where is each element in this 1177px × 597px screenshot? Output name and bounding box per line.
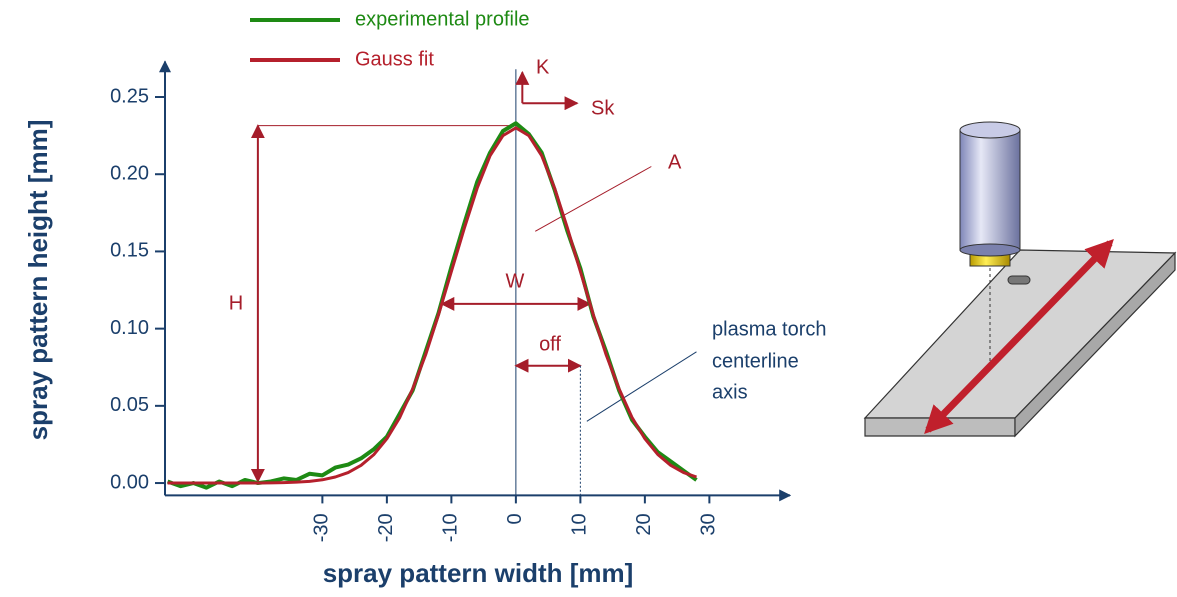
y-tick-label: 0.20 xyxy=(110,163,149,185)
x-tick-label: -10 xyxy=(440,513,462,542)
x-axis-title: spray pattern width [mm] xyxy=(323,558,634,588)
annotation: centerline xyxy=(712,350,799,372)
x-tick-label: 30 xyxy=(698,513,720,535)
annotation: W xyxy=(506,270,525,292)
torch-leader xyxy=(586,351,697,422)
plate-illustration xyxy=(863,121,1177,438)
legend-label: experimental profile xyxy=(355,8,530,30)
series-line xyxy=(166,121,698,490)
y-axis-title: spray pattern height [mm] xyxy=(23,120,53,441)
annotation: plasma torch xyxy=(712,318,827,340)
area-leader xyxy=(534,166,652,232)
x-tick-label: 0 xyxy=(504,513,526,524)
y-tick-label: 0.00 xyxy=(110,471,149,493)
y-tick-label: 0.25 xyxy=(110,85,149,107)
annotation: A xyxy=(668,151,682,173)
legend-label: Gauss fit xyxy=(355,48,434,70)
y-tick-label: 0.05 xyxy=(110,394,149,416)
x-tick-label: -20 xyxy=(375,513,397,542)
x-tick-label: 10 xyxy=(569,513,591,535)
series-line xyxy=(167,126,697,485)
y-tick-label: 0.10 xyxy=(110,317,149,339)
annotation: H xyxy=(229,292,243,314)
y-tick-label: 0.15 xyxy=(110,240,149,262)
x-tick-label: 20 xyxy=(633,513,655,535)
annotation: Sk xyxy=(591,97,615,119)
x-tick-label: -30 xyxy=(311,513,333,542)
annotation: axis xyxy=(712,381,748,403)
annotation: off xyxy=(539,333,561,355)
annotation: K xyxy=(536,56,550,78)
